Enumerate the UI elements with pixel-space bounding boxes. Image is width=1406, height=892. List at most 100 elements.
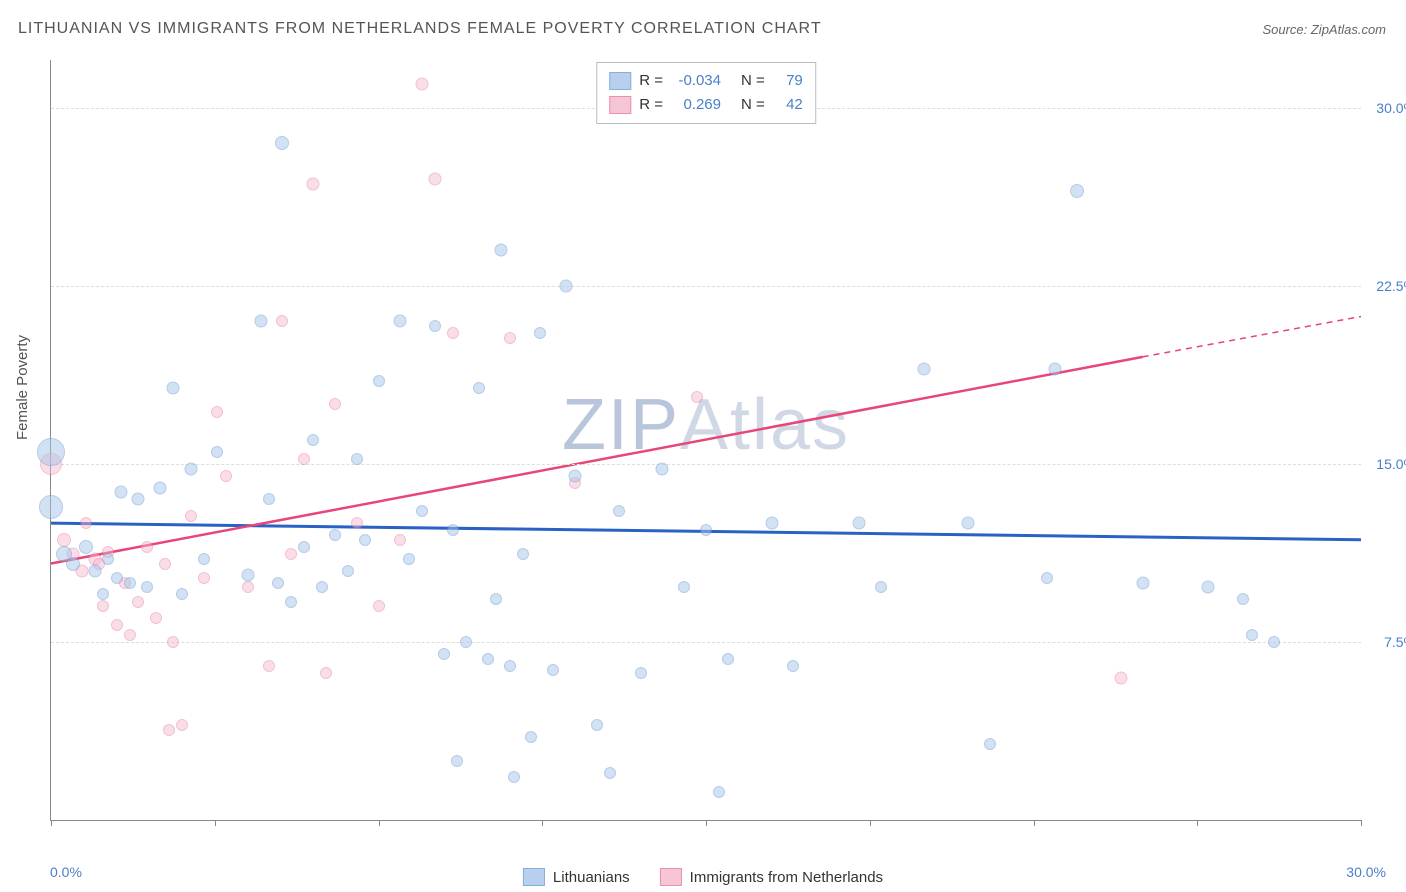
scatter-point-lithuanians (198, 553, 210, 565)
y-gridline (51, 642, 1361, 643)
scatter-point-lithuanians (765, 517, 778, 530)
scatter-point-lithuanians (451, 755, 463, 767)
scatter-point-lithuanians (416, 505, 428, 517)
scatter-point-lithuanians (1202, 581, 1215, 594)
scatter-point-netherlands (447, 327, 459, 339)
scatter-point-lithuanians (88, 564, 101, 577)
scatter-point-netherlands (351, 517, 363, 529)
scatter-point-lithuanians (275, 136, 289, 150)
scatter-point-lithuanians (307, 434, 319, 446)
scatter-point-lithuanians (525, 731, 537, 743)
scatter-point-lithuanians (591, 719, 603, 731)
scatter-point-lithuanians (460, 636, 472, 648)
x-tick (1197, 820, 1198, 826)
scatter-point-lithuanians (132, 493, 145, 506)
legend-label-a: Lithuanians (553, 869, 630, 886)
x-tick (870, 820, 871, 826)
scatter-point-lithuanians (713, 786, 725, 798)
scatter-point-lithuanians (504, 660, 516, 672)
scatter-point-lithuanians (429, 320, 441, 332)
scatter-point-netherlands (373, 600, 385, 612)
plot-area: ZIPAtlas R = -0.034 N = 79 R = 0.269 N =… (50, 60, 1361, 821)
scatter-point-lithuanians (918, 362, 931, 375)
scatter-point-lithuanians (517, 548, 529, 560)
x-tick (215, 820, 216, 826)
scatter-point-lithuanians (482, 653, 494, 665)
chart-title: LITHUANIAN VS IMMIGRANTS FROM NETHERLAND… (18, 20, 822, 38)
scatter-point-netherlands (329, 398, 341, 410)
swatch-series-b (609, 96, 631, 114)
scatter-point-netherlands (320, 667, 332, 679)
scatter-point-lithuanians (447, 524, 459, 536)
x-tick (51, 820, 52, 826)
scatter-point-lithuanians (604, 767, 616, 779)
legend-swatch-a (523, 868, 545, 886)
scatter-point-lithuanians (656, 462, 669, 475)
scatter-point-lithuanians (494, 244, 507, 257)
scatter-point-lithuanians (114, 486, 127, 499)
x-tick (1034, 820, 1035, 826)
scatter-point-lithuanians (39, 495, 63, 519)
regression-line (51, 357, 1143, 564)
scatter-point-lithuanians (875, 581, 887, 593)
scatter-point-lithuanians (79, 540, 93, 554)
scatter-point-lithuanians (1070, 184, 1084, 198)
scatter-point-netherlands (111, 619, 123, 631)
scatter-point-lithuanians (254, 315, 267, 328)
scatter-point-lithuanians (1136, 576, 1149, 589)
scatter-point-lithuanians (154, 481, 167, 494)
stats-legend-box: R = -0.034 N = 79 R = 0.269 N = 42 (596, 62, 816, 124)
regression-line (1143, 317, 1361, 357)
scatter-point-lithuanians (508, 771, 520, 783)
scatter-point-netherlands (429, 172, 442, 185)
scatter-point-lithuanians (263, 493, 275, 505)
scatter-point-lithuanians (547, 664, 559, 676)
legend-item-series-b: Immigrants from Netherlands (660, 868, 883, 886)
scatter-point-lithuanians (984, 738, 996, 750)
scatter-point-lithuanians (473, 382, 485, 394)
scatter-point-netherlands (242, 581, 254, 593)
y-tick-label: 15.0% (1376, 456, 1406, 472)
scatter-point-netherlands (185, 510, 197, 522)
scatter-point-lithuanians (342, 565, 354, 577)
scatter-point-lithuanians (1049, 362, 1062, 375)
scatter-point-lithuanians (272, 577, 284, 589)
scatter-point-netherlands (57, 533, 71, 547)
scatter-point-netherlands (198, 572, 210, 584)
scatter-point-netherlands (97, 600, 109, 612)
scatter-point-netherlands (1114, 671, 1127, 684)
legend-item-series-a: Lithuanians (523, 868, 630, 886)
scatter-point-lithuanians (1041, 572, 1053, 584)
y-gridline (51, 464, 1361, 465)
scatter-point-lithuanians (124, 577, 136, 589)
scatter-point-lithuanians (141, 581, 153, 593)
scatter-point-netherlands (167, 636, 179, 648)
y-tick-label: 22.5% (1376, 278, 1406, 294)
y-tick-label: 7.5% (1384, 634, 1406, 650)
scatter-point-lithuanians (613, 505, 625, 517)
stats-row-series-b: R = 0.269 N = 42 (609, 93, 803, 117)
scatter-point-lithuanians (1268, 636, 1280, 648)
scatter-point-lithuanians (359, 534, 371, 546)
scatter-point-lithuanians (97, 588, 109, 600)
scatter-point-lithuanians (66, 557, 80, 571)
scatter-point-netherlands (416, 77, 429, 90)
scatter-point-netherlands (504, 332, 516, 344)
scatter-point-lithuanians (298, 541, 310, 553)
scatter-point-lithuanians (438, 648, 450, 660)
scatter-point-lithuanians (490, 593, 502, 605)
scatter-point-netherlands (220, 470, 232, 482)
scatter-point-lithuanians (285, 596, 297, 608)
scatter-point-netherlands (80, 517, 92, 529)
bottom-legend: Lithuanians Immigrants from Netherlands (523, 868, 883, 886)
scatter-point-netherlands (211, 406, 223, 418)
scatter-point-lithuanians (787, 660, 799, 672)
scatter-point-lithuanians (167, 381, 180, 394)
y-tick-label: 30.0% (1376, 100, 1406, 116)
scatter-point-lithuanians (534, 327, 546, 339)
scatter-point-netherlands (307, 177, 320, 190)
scatter-point-netherlands (124, 629, 136, 641)
scatter-point-netherlands (298, 453, 310, 465)
scatter-point-lithuanians (635, 667, 647, 679)
x-axis-max-label: 30.0% (1346, 864, 1386, 880)
